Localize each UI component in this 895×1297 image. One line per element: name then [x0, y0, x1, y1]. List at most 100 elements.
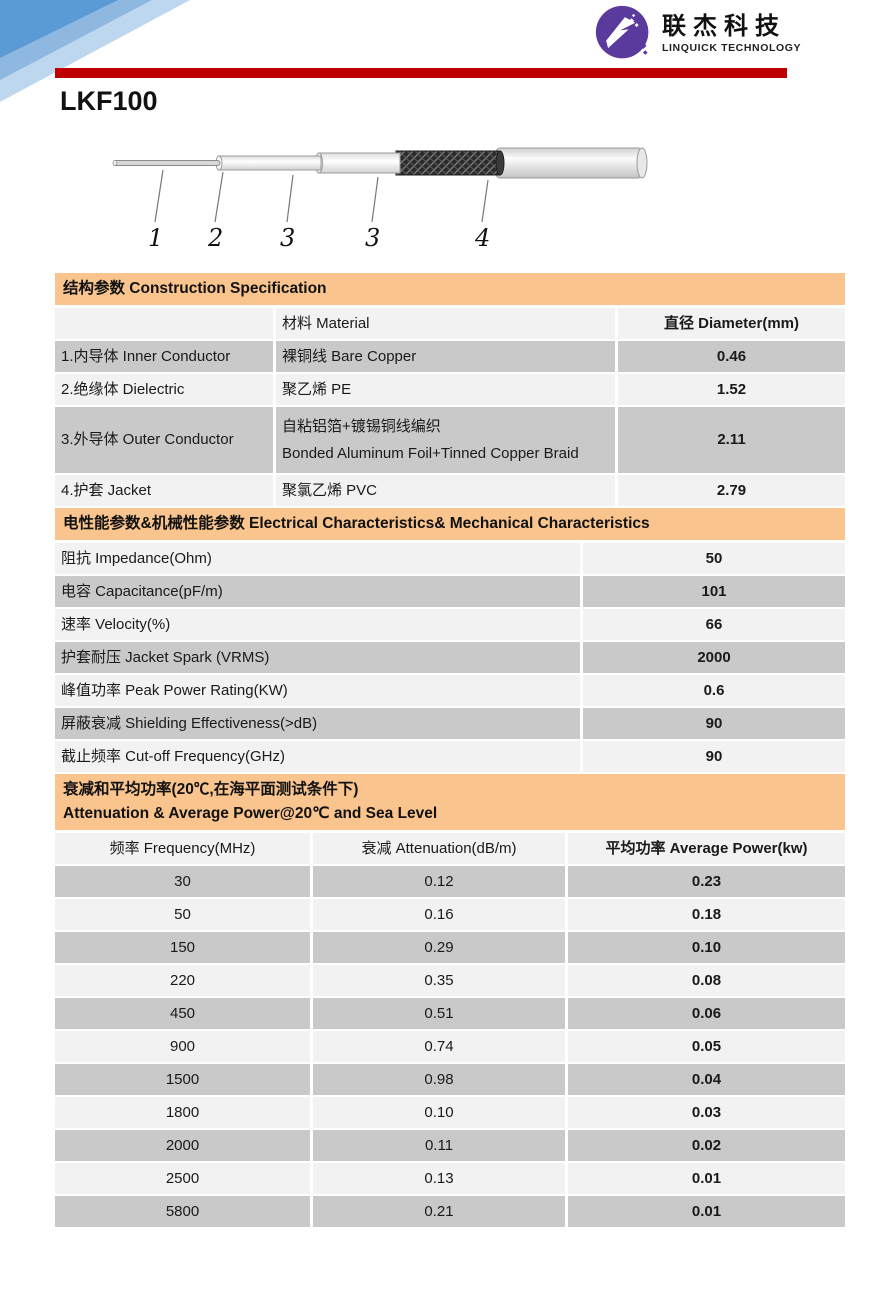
header-divider	[55, 68, 787, 78]
table-row: 峰值功率 Peak Power Rating(KW) 0.6	[55, 675, 845, 706]
table-row: 2.绝缘体 Dielectric 聚乙烯 PE 1.52	[55, 374, 845, 405]
attenuation-power-cell: 0.18	[568, 899, 845, 930]
diagram-label-4: 4	[474, 224, 490, 252]
table-row: 220 0.35 0.08	[55, 965, 845, 996]
attenuation-frequency-cell: 450	[55, 998, 310, 1029]
construction-part-cell: 1.内导体 Inner Conductor	[55, 341, 273, 372]
table-row: 150 0.29 0.10	[55, 932, 845, 963]
table-row: 2500 0.13 0.01	[55, 1163, 845, 1194]
attenuation-power-cell: 0.23	[568, 866, 845, 897]
construction-material-cell: 自粘铝箔+镀锡铜线编织 Bonded Aluminum Foil+Tinned C…	[276, 407, 615, 473]
attenuation-power-cell: 0.01	[568, 1196, 845, 1227]
construction-diameter-cell: 2.79	[618, 475, 845, 506]
attenuation-attenuation-cell: 0.16	[313, 899, 565, 930]
table-row: 450 0.51 0.06	[55, 998, 845, 1029]
attenuation-power-cell: 0.05	[568, 1031, 845, 1062]
construction-part-cell: 4.护套 Jacket	[55, 475, 273, 506]
attenuation-attenuation-cell: 0.13	[313, 1163, 565, 1194]
electrical-label-cell: 屏蔽衰减 Shielding Effectiveness(>dB)	[55, 708, 580, 739]
attenuation-section-title-cn: 衰减和平均功率(20℃,在海平面测试条件下)	[63, 781, 359, 798]
attenuation-col-frequency: 频率 Frequency(MHz)	[55, 833, 310, 864]
construction-header-row: 材料 Material 直径 Diameter(mm)	[55, 308, 845, 339]
attenuation-power-cell: 0.03	[568, 1097, 845, 1128]
diagram-label-2: 2	[207, 224, 223, 252]
table-row: 阻抗 Impedance(Ohm) 50	[55, 543, 845, 574]
attenuation-table: 30 0.12 0.23 50 0.16 0.18 150 0.29 0.10 220 0.35 0.…	[55, 866, 845, 1227]
electrical-value-cell: 90	[583, 741, 845, 772]
table-row: 2000 0.11 0.02	[55, 1130, 845, 1161]
electrical-value-cell: 90	[583, 708, 845, 739]
attenuation-attenuation-cell: 0.74	[313, 1031, 565, 1062]
attenuation-frequency-cell: 2500	[55, 1163, 310, 1194]
company-name-en: LINQUICK TECHNOLOGY	[662, 42, 802, 55]
construction-col-material: 材料 Material	[276, 308, 615, 339]
table-row: 速率 Velocity(%) 66	[55, 609, 845, 640]
table-row: 4.护套 Jacket 聚氯乙烯 PVC 2.79	[55, 475, 845, 506]
table-row: 电容 Capacitance(pF/m) 101	[55, 576, 845, 607]
attenuation-frequency-cell: 220	[55, 965, 310, 996]
attenuation-attenuation-cell: 0.11	[313, 1130, 565, 1161]
attenuation-attenuation-cell: 0.35	[313, 965, 565, 996]
attenuation-frequency-cell: 1500	[55, 1064, 310, 1095]
attenuation-power-cell: 0.06	[568, 998, 845, 1029]
attenuation-attenuation-cell: 0.12	[313, 866, 565, 897]
electrical-label-cell: 截止频率 Cut-off Frequency(GHz)	[55, 741, 580, 772]
table-row: 1800 0.10 0.03	[55, 1097, 845, 1128]
electrical-label-cell: 速率 Velocity(%)	[55, 609, 580, 640]
attenuation-attenuation-cell: 0.10	[313, 1097, 565, 1128]
material-line-cn: 自粘铝箔+镀锡铜线编织	[282, 418, 441, 435]
diagram-label-3b: 3	[365, 224, 380, 252]
diagram-label-1: 1	[148, 224, 163, 252]
table-row: 1500 0.98 0.04	[55, 1064, 845, 1095]
electrical-value-cell: 66	[583, 609, 845, 640]
construction-col-diameter: 直径 Diameter(mm)	[618, 308, 845, 339]
table-row: 30 0.12 0.23	[55, 866, 845, 897]
attenuation-attenuation-cell: 0.98	[313, 1064, 565, 1095]
attenuation-frequency-cell: 2000	[55, 1130, 310, 1161]
construction-material-cell: 聚乙烯 PE	[276, 374, 615, 405]
cable-diagram: 1 2 3 3 4	[112, 147, 648, 252]
construction-diameter-cell: 0.46	[618, 341, 845, 372]
attenuation-section-title-en: Attenuation & Average Power@20℃ and Sea …	[63, 805, 438, 822]
attenuation-section-header: 衰减和平均功率(20℃,在海平面测试条件下) Attenuation & Ave…	[55, 774, 845, 830]
electrical-label-cell: 电容 Capacitance(pF/m)	[55, 576, 580, 607]
corner-decoration	[0, 0, 190, 102]
attenuation-frequency-cell: 150	[55, 932, 310, 963]
attenuation-frequency-cell: 5800	[55, 1196, 310, 1227]
electrical-section-header: 电性能参数&机械性能参数 Electrical Characteristics&…	[55, 508, 845, 540]
construction-part-cell: 3.外导体 Outer Conductor	[55, 407, 273, 473]
construction-diameter-cell: 2.11	[618, 407, 845, 473]
table-row: 截止频率 Cut-off Frequency(GHz) 90	[55, 741, 845, 772]
datasheet: 结构参数 Construction Specification 材料 Mater…	[55, 273, 845, 1229]
attenuation-frequency-cell: 50	[55, 899, 310, 930]
attenuation-power-cell: 0.01	[568, 1163, 845, 1194]
electrical-value-cell: 2000	[583, 642, 845, 673]
electrical-value-cell: 0.6	[583, 675, 845, 706]
electrical-section-title: 电性能参数&机械性能参数 Electrical Characteristics&…	[63, 515, 650, 532]
attenuation-power-cell: 0.08	[568, 965, 845, 996]
diagram-label-3a: 3	[280, 224, 295, 252]
electrical-value-cell: 101	[583, 576, 845, 607]
logo-icon	[595, 5, 649, 59]
electrical-label-cell: 护套耐压 Jacket Spark (VRMS)	[55, 642, 580, 673]
electrical-label-cell: 阻抗 Impedance(Ohm)	[55, 543, 580, 574]
table-row: 5800 0.21 0.01	[55, 1196, 845, 1227]
table-row: 50 0.16 0.18	[55, 899, 845, 930]
attenuation-frequency-cell: 30	[55, 866, 310, 897]
construction-material-cell: 聚氯乙烯 PVC	[276, 475, 615, 506]
construction-section-header: 结构参数 Construction Specification	[55, 273, 845, 305]
construction-diameter-cell: 1.52	[618, 374, 845, 405]
electrical-label-cell: 峰值功率 Peak Power Rating(KW)	[55, 675, 580, 706]
attenuation-attenuation-cell: 0.29	[313, 932, 565, 963]
company-name-cn: 联杰科技	[662, 12, 786, 40]
attenuation-power-cell: 0.04	[568, 1064, 845, 1095]
material-line-en: Bonded Aluminum Foil+Tinned Copper Braid	[282, 445, 579, 462]
construction-col-part	[55, 308, 273, 339]
attenuation-header-row: 频率 Frequency(MHz) 衰减 Attenuation(dB/m) 平…	[55, 833, 845, 864]
table-row: 900 0.74 0.05	[55, 1031, 845, 1062]
table-row: 屏蔽衰减 Shielding Effectiveness(>dB) 90	[55, 708, 845, 739]
table-row: 1.内导体 Inner Conductor 裸铜线 Bare Copper 0.46	[55, 341, 845, 372]
attenuation-frequency-cell: 900	[55, 1031, 310, 1062]
company-logo: 联杰科技 LINQUICK TECHNOLOGY	[594, 4, 801, 64]
attenuation-attenuation-cell: 0.21	[313, 1196, 565, 1227]
